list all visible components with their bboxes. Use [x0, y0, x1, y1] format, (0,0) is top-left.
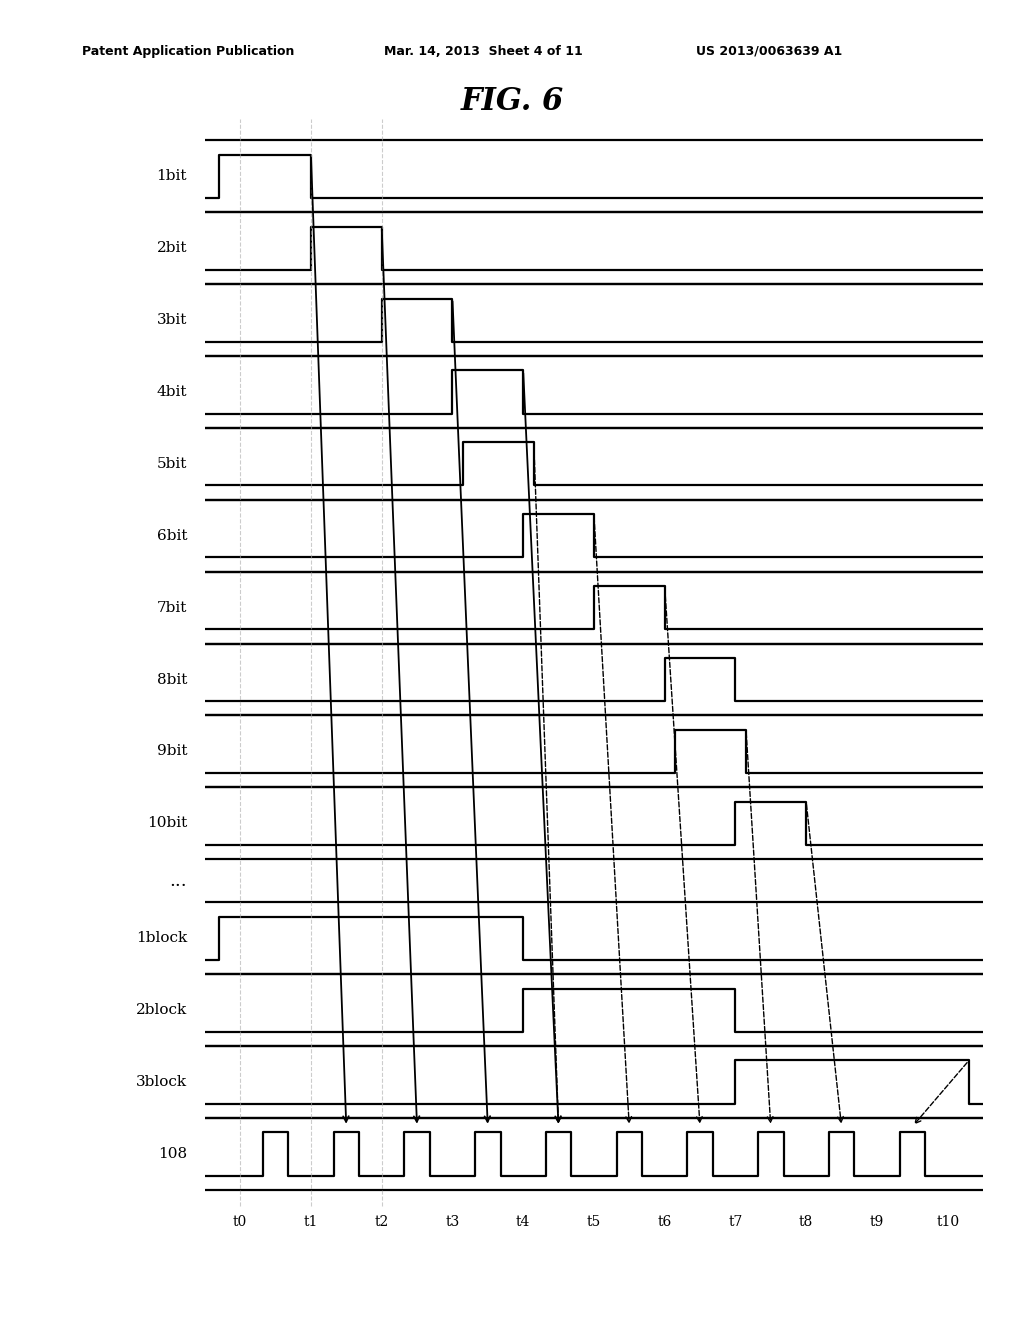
Text: 108: 108	[158, 1147, 187, 1162]
Text: t2: t2	[375, 1214, 389, 1229]
Text: t6: t6	[657, 1214, 672, 1229]
Text: 1bit: 1bit	[157, 169, 187, 183]
Text: ...: ...	[170, 871, 187, 890]
Text: Patent Application Publication: Patent Application Publication	[82, 45, 294, 58]
Text: 2bit: 2bit	[157, 242, 187, 255]
Text: 5bit: 5bit	[157, 457, 187, 471]
Text: FIG. 6: FIG. 6	[461, 86, 563, 116]
Text: t8: t8	[799, 1214, 813, 1229]
Text: t5: t5	[587, 1214, 601, 1229]
Text: US 2013/0063639 A1: US 2013/0063639 A1	[696, 45, 843, 58]
Text: t3: t3	[445, 1214, 460, 1229]
Text: 1block: 1block	[136, 932, 187, 945]
Text: 3block: 3block	[136, 1074, 187, 1089]
Text: 10bit: 10bit	[146, 816, 187, 830]
Text: 2block: 2block	[136, 1003, 187, 1018]
Text: 6bit: 6bit	[157, 529, 187, 543]
Text: 3bit: 3bit	[157, 313, 187, 327]
Text: 8bit: 8bit	[157, 672, 187, 686]
Text: t0: t0	[233, 1214, 248, 1229]
Text: 9bit: 9bit	[157, 744, 187, 759]
Text: Mar. 14, 2013  Sheet 4 of 11: Mar. 14, 2013 Sheet 4 of 11	[384, 45, 583, 58]
Text: t4: t4	[516, 1214, 530, 1229]
Text: 4bit: 4bit	[157, 385, 187, 399]
Text: 7bit: 7bit	[157, 601, 187, 615]
Text: t10: t10	[936, 1214, 959, 1229]
Text: t1: t1	[304, 1214, 318, 1229]
Text: t7: t7	[728, 1214, 742, 1229]
Text: t9: t9	[869, 1214, 884, 1229]
